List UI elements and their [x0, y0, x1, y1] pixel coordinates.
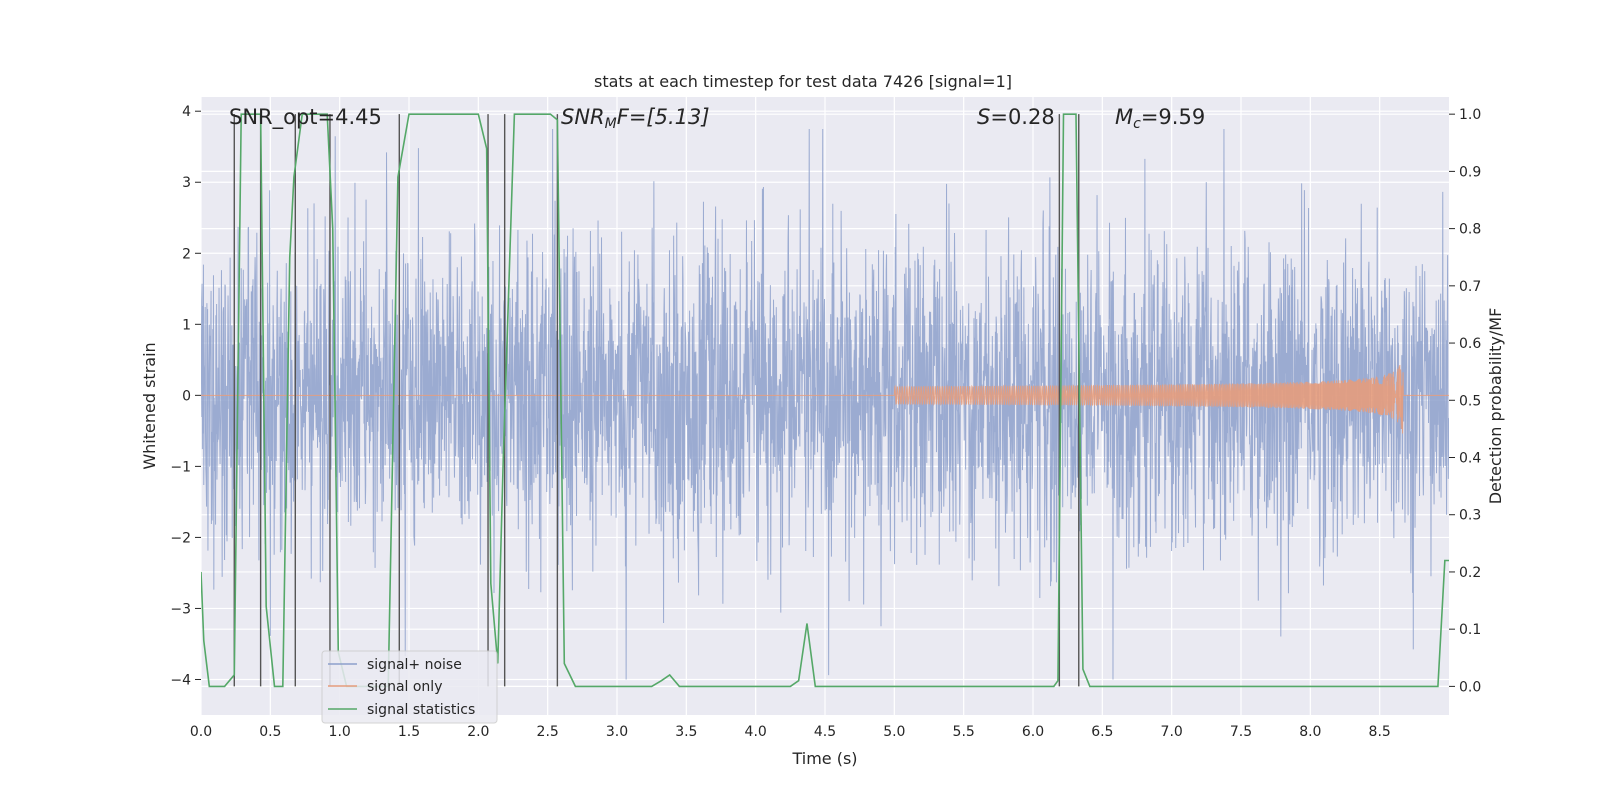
x-tick-label: 2.5	[537, 724, 559, 740]
legend: signal+ noise signal only signal statist…	[321, 650, 498, 724]
y-right-axis-ticks: 0.0 0.1 0.2 0.3 0.4 0.5 0.6 0.7 0.8 0.9 1.0	[1449, 107, 1481, 695]
annotation-s-value: =0.28	[990, 105, 1054, 129]
annotation-snr-opt: SNR_opt=4.45	[229, 105, 382, 130]
series-signal-statistics-line	[201, 113, 1449, 688]
x-tick-label: 3.5	[675, 724, 697, 740]
annotation-mc-symbol: M	[1115, 105, 1133, 129]
annotation-mc-subscript: c	[1133, 116, 1141, 132]
x-axis-label: Time (s)	[791, 749, 857, 768]
y-right-tick-label: 0.5	[1459, 393, 1481, 409]
y-left-tick-label: 3	[182, 175, 191, 191]
y-left-tick-label: 1	[182, 317, 191, 333]
x-tick-label: 8.0	[1299, 724, 1321, 740]
x-tick-label: 5.0	[883, 724, 905, 740]
series-signal-noise-line	[201, 128, 1449, 680]
y-left-tick-label: −3	[170, 601, 191, 617]
y-right-tick-label: 0.4	[1459, 451, 1481, 467]
y-right-tick-label: 0.0	[1459, 679, 1481, 695]
annotation-s-symbol: S	[977, 105, 990, 129]
legend-label-signal-statistics: signal statistics	[367, 702, 475, 718]
annotation-snr-mf-symbol: SNR	[561, 105, 605, 129]
x-tick-label: 4.5	[814, 724, 836, 740]
x-tick-label: 6.0	[1022, 724, 1044, 740]
y-right-tick-label: 0.3	[1459, 508, 1481, 524]
y-right-tick-label: 0.1	[1459, 622, 1481, 638]
y-left-tick-label: 0	[182, 388, 191, 404]
y-right-axis-label: Detection probability/MF	[1486, 308, 1505, 505]
annotation-s: S=0.28	[977, 105, 1055, 129]
chart-title: stats at each timestep for test data 742…	[594, 72, 1012, 91]
x-tick-label: 5.5	[953, 724, 975, 740]
annotation-mc-value: =9.59	[1141, 105, 1205, 129]
y-right-tick-label: 0.9	[1459, 164, 1481, 180]
annotation-snr-mf-subscript: M	[605, 116, 617, 132]
x-tick-label: 1.0	[329, 724, 351, 740]
x-tick-label: 7.5	[1230, 724, 1252, 740]
y-left-tick-label: −2	[170, 530, 191, 546]
y-right-tick-label: 0.7	[1459, 279, 1481, 295]
y-right-tick-label: 0.6	[1459, 336, 1481, 352]
legend-box	[321, 650, 498, 724]
y-right-tick-label: 0.8	[1459, 222, 1481, 238]
annotation-snr-mf: SNRMF=[5.13]	[561, 105, 710, 132]
x-tick-label: 8.5	[1369, 724, 1391, 740]
x-tick-label: 7.0	[1161, 724, 1183, 740]
y-right-tick-label: 1.0	[1459, 107, 1481, 123]
y-left-tick-label: 4	[182, 104, 191, 120]
annotation-snr-mf-value: F=[5.13]	[617, 105, 710, 129]
x-tick-label: 0.0	[190, 724, 212, 740]
y-left-axis-ticks: −4 −3 −2 −1 0 1 2 3 4	[170, 104, 201, 688]
x-tick-label: 0.5	[259, 724, 281, 740]
y-left-tick-label: −1	[170, 459, 191, 475]
y-left-axis-label: Whitened strain	[140, 342, 159, 469]
y-left-tick-label: 2	[182, 246, 191, 262]
y-left-tick-label: −4	[170, 672, 191, 688]
series-signal-only-line	[201, 365, 1449, 434]
legend-label-signal-noise: signal+ noise	[367, 657, 462, 673]
y-right-tick-label: 0.2	[1459, 565, 1481, 581]
annotation-mc: Mc=9.59	[1115, 105, 1205, 132]
x-axis-ticks: 0.0 0.5 1.0 1.5 2.0 2.5 3.0 3.5 4.0 4.5 5.0 5.5 6.0 6…	[190, 724, 1391, 740]
x-tick-label: 6.5	[1091, 724, 1113, 740]
x-tick-label: 1.5	[398, 724, 420, 740]
x-tick-label: 2.0	[467, 724, 489, 740]
x-tick-label: 4.0	[745, 724, 767, 740]
legend-label-signal-only: signal only	[367, 679, 442, 695]
x-tick-label: 3.0	[606, 724, 628, 740]
